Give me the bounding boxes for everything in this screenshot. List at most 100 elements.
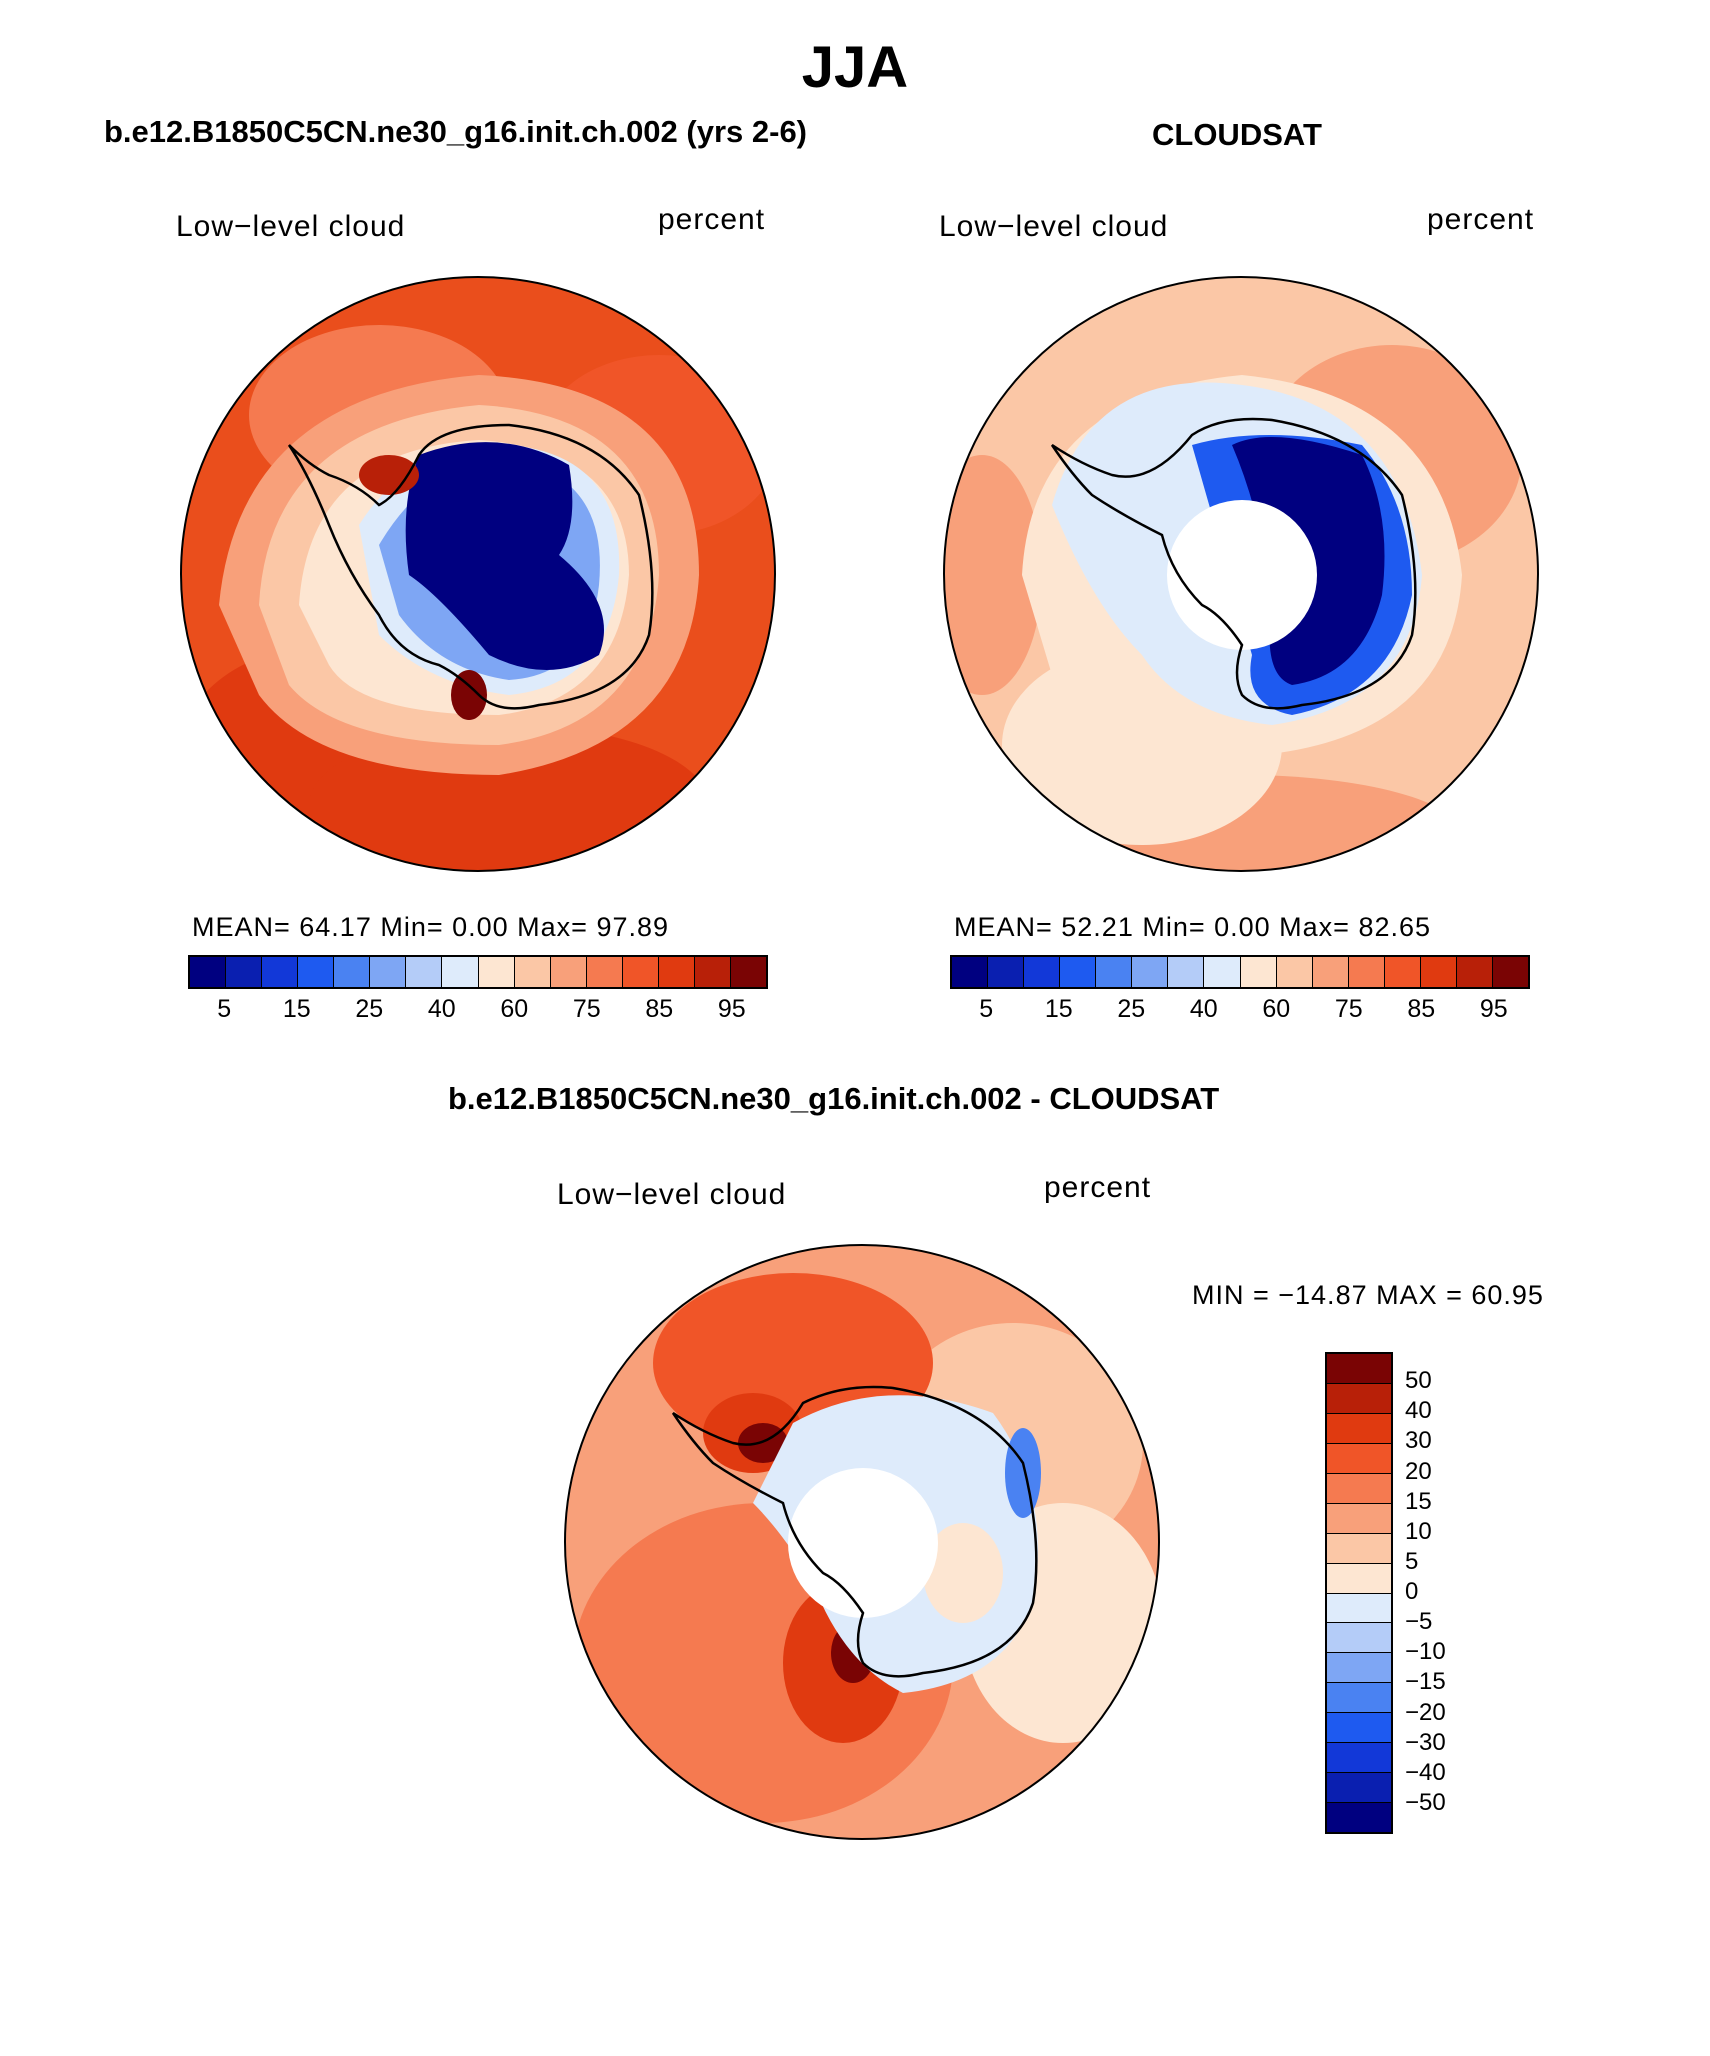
colorbar-swatch bbox=[1327, 1623, 1391, 1654]
colorbar-swatch bbox=[1384, 957, 1421, 987]
stats-model: MEAN= 64.17 Min= 0.00 Max= 97.89 bbox=[192, 912, 670, 942]
colorbar-swatch bbox=[298, 957, 335, 987]
colorbar-tick-label: 40 bbox=[1405, 1397, 1432, 1425]
units-label-diff: percent bbox=[1044, 1171, 1152, 1204]
colorbar-swatch bbox=[1096, 957, 1133, 987]
colorbar-swatch bbox=[1327, 1383, 1391, 1414]
colorbar-model bbox=[188, 955, 768, 989]
colorbar-swatch bbox=[1492, 957, 1528, 987]
colorbar-swatch bbox=[1348, 957, 1385, 987]
colorbar-swatch bbox=[1420, 957, 1457, 987]
colorbar-swatch bbox=[1132, 957, 1169, 987]
colorbar-swatch bbox=[1327, 1803, 1391, 1832]
colorbar-swatch bbox=[1327, 1593, 1391, 1624]
colorbar-tick-label: 75 bbox=[572, 995, 601, 1023]
coastline bbox=[671, 1385, 1038, 1678]
colorbar-tick-label: 5 bbox=[979, 995, 994, 1023]
colorbar-tick-label: 95 bbox=[1479, 995, 1508, 1023]
colorbar-tick-label: 60 bbox=[500, 995, 529, 1023]
stats-obs: MEAN= 52.21 Min= 0.00 Max= 82.65 bbox=[954, 912, 1432, 942]
colorbar-obs bbox=[950, 955, 1530, 989]
colorbar-swatch bbox=[1327, 1743, 1391, 1774]
colorbar-swatch bbox=[1276, 957, 1313, 987]
colorbar-swatch bbox=[988, 957, 1025, 987]
colorbar-swatch bbox=[334, 957, 371, 987]
colorbar-tick-label: −40 bbox=[1405, 1758, 1446, 1786]
polar-map-obs bbox=[943, 276, 1539, 872]
colorbar-swatch bbox=[550, 957, 587, 987]
variable-label-diff: Low−level cloud bbox=[557, 1178, 787, 1211]
variable-label-obs: Low−level cloud bbox=[939, 210, 1169, 243]
polar-map-model bbox=[180, 276, 776, 872]
colorbar-tick-label: 5 bbox=[217, 995, 232, 1023]
colorbar-tick-label: 25 bbox=[1117, 995, 1146, 1023]
colorbar-swatch bbox=[1327, 1713, 1391, 1744]
stats-diff: MIN = −14.87 MAX = 60.95 bbox=[1192, 1280, 1544, 1310]
colorbar-tick-label: −15 bbox=[1405, 1668, 1446, 1696]
colorbar-swatch bbox=[1327, 1653, 1391, 1684]
coastline bbox=[1050, 417, 1417, 710]
colorbar-tick-label: −30 bbox=[1405, 1728, 1446, 1756]
main-title: JJA bbox=[801, 35, 909, 100]
colorbar-swatch bbox=[1060, 957, 1097, 987]
colorbar-swatch bbox=[1327, 1683, 1391, 1714]
colorbar-tick-label: 20 bbox=[1405, 1457, 1432, 1485]
colorbar-tick-label: 95 bbox=[717, 995, 746, 1023]
colorbar-tick-label: 5 bbox=[1405, 1547, 1419, 1575]
colorbar-swatch bbox=[1327, 1503, 1391, 1534]
colorbar-swatch bbox=[442, 957, 479, 987]
colorbar-tick-label: −5 bbox=[1405, 1608, 1433, 1636]
units-label-obs: percent bbox=[1427, 203, 1535, 236]
colorbar-tick-label: 40 bbox=[427, 995, 456, 1023]
colorbar-tick-label: 85 bbox=[645, 995, 674, 1023]
colorbar-swatch bbox=[622, 957, 659, 987]
colorbar-tick-label: 0 bbox=[1405, 1578, 1419, 1605]
continent-low-cloud bbox=[405, 442, 604, 670]
colorbar-swatch bbox=[1168, 957, 1205, 987]
colorbar-tick-label: 15 bbox=[1044, 995, 1073, 1023]
units-label-model: percent bbox=[658, 203, 766, 236]
colorbar-tick-label: −10 bbox=[1405, 1638, 1446, 1666]
colorbar-swatch bbox=[478, 957, 515, 987]
colorbar-swatch bbox=[730, 957, 766, 987]
colorbar-swatch bbox=[952, 957, 989, 987]
colorbar-swatch bbox=[1327, 1563, 1391, 1594]
colorbar-tick-label: 75 bbox=[1334, 995, 1363, 1023]
colorbar-swatch bbox=[1024, 957, 1061, 987]
panel-title-diff: b.e12.B1850C5CN.ne30_g16.init.ch.002 - C… bbox=[448, 1081, 1220, 1116]
colorbar-swatch bbox=[370, 957, 407, 987]
colorbar-swatch bbox=[1327, 1354, 1391, 1384]
polar-map-diff bbox=[564, 1244, 1160, 1840]
colorbar-tick-label: 10 bbox=[1405, 1517, 1432, 1545]
coastline bbox=[287, 423, 654, 710]
colorbar-diff bbox=[1325, 1352, 1393, 1834]
colorbar-tick-label: 30 bbox=[1405, 1427, 1432, 1455]
no-data-hole bbox=[788, 1468, 938, 1618]
colorbar-swatch bbox=[1327, 1533, 1391, 1564]
colorbar-swatch bbox=[694, 957, 731, 987]
colorbar-swatch bbox=[514, 957, 551, 987]
colorbar-swatch bbox=[1327, 1413, 1391, 1444]
colorbar-swatch bbox=[1327, 1473, 1391, 1504]
colorbar-swatch bbox=[658, 957, 695, 987]
colorbar-swatch bbox=[406, 957, 443, 987]
colorbar-swatch bbox=[586, 957, 623, 987]
colorbar-swatch bbox=[262, 957, 299, 987]
colorbar-tick-label: 15 bbox=[282, 995, 311, 1023]
colorbar-tick-label: 25 bbox=[355, 995, 384, 1023]
no-data-hole bbox=[1167, 500, 1317, 650]
variable-label-model: Low−level cloud bbox=[176, 210, 406, 243]
colorbar-swatch bbox=[1240, 957, 1277, 987]
colorbar-swatch bbox=[1327, 1773, 1391, 1804]
colorbar-tick-label: 15 bbox=[1405, 1487, 1432, 1515]
colorbar-tick-label: −50 bbox=[1405, 1788, 1446, 1816]
colorbar-tick-label: 85 bbox=[1407, 995, 1436, 1023]
colorbar-tick-label: 50 bbox=[1405, 1367, 1432, 1395]
colorbar-swatch bbox=[190, 957, 227, 987]
panel-title-model: b.e12.B1850C5CN.ne30_g16.init.ch.002 (yr… bbox=[104, 114, 808, 149]
colorbar-swatch bbox=[1327, 1443, 1391, 1474]
colorbar-tick-label: 40 bbox=[1189, 995, 1218, 1023]
colorbar-swatch bbox=[1456, 957, 1493, 987]
panel-title-obs: CLOUDSAT bbox=[1152, 117, 1322, 152]
colorbar-swatch bbox=[226, 957, 263, 987]
